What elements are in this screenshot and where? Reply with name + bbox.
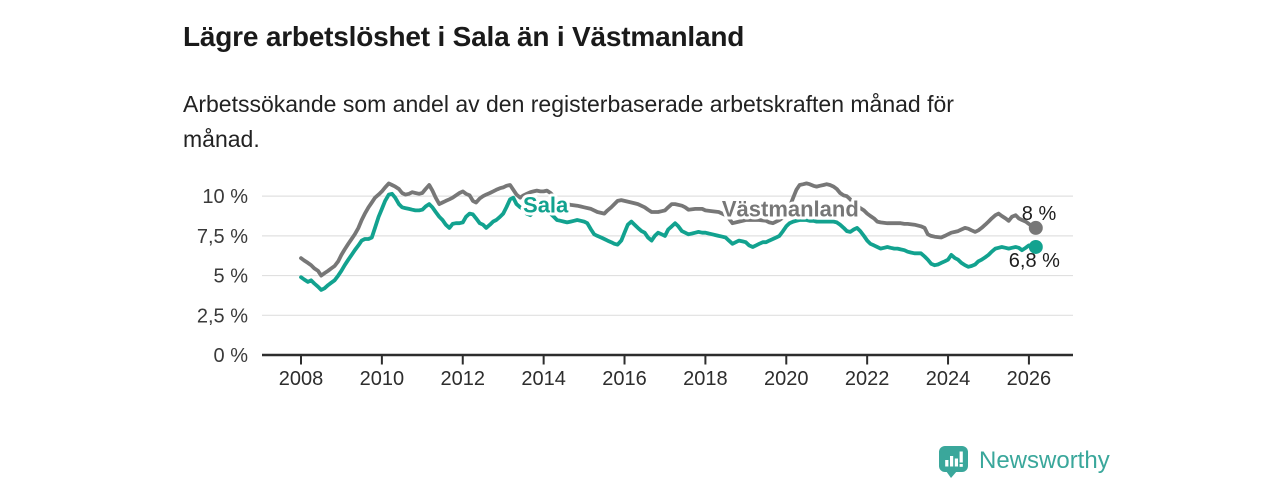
series-label-v-stmanland: Västmanland [722, 196, 859, 221]
series-line-sala [299, 191, 1038, 292]
series-end-dot-v-stmanland [1028, 220, 1043, 235]
newsworthy-logo-text: Newsworthy [979, 447, 1110, 474]
x-tick-label: 2014 [521, 368, 566, 390]
end-value-label-sala: 6,8 % [1009, 250, 1060, 272]
series-label-sala: Sala [523, 192, 569, 217]
newsworthy-logo: Newsworthy [937, 444, 1110, 478]
chart-title: Lägre arbetslöshet i Sala än i Västmanla… [183, 20, 745, 52]
x-tick-label: 2010 [360, 368, 405, 390]
x-tick-label: 2026 [1007, 368, 1052, 390]
x-tick-label: 2018 [683, 368, 728, 390]
series-end-dot-sala [1028, 239, 1043, 254]
y-tick-label: 5 % [214, 266, 249, 288]
x-tick-label: 2012 [441, 368, 486, 390]
y-tick-label: 2,5 % [197, 305, 248, 327]
x-tick-label: 2008 [279, 368, 324, 390]
end-value-label-v-stmanland: 8 % [1022, 203, 1057, 225]
y-tick-label: 10 % [202, 186, 248, 208]
y-tick-label: 0 % [214, 345, 249, 367]
series-line-v-stmanland [299, 181, 1038, 278]
y-tick-label: 7,5 % [197, 226, 248, 248]
x-tick-label: 2020 [764, 368, 809, 390]
x-tick-label: 2016 [602, 368, 647, 390]
x-tick-label: 2022 [845, 368, 890, 390]
newsworthy-logo-icon [939, 446, 968, 478]
x-tick-label: 2024 [926, 368, 971, 390]
chart-subtitle: Arbetssökande som andel av den registerb… [183, 91, 954, 152]
